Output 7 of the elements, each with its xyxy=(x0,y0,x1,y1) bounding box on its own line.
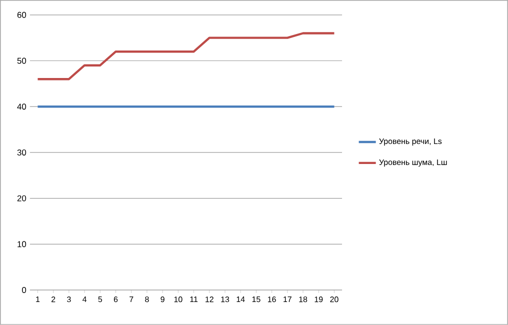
y-tick-label: 20 xyxy=(17,195,26,202)
y-tick-label: 60 xyxy=(17,12,26,18)
y-tick-label: 40 xyxy=(17,104,26,110)
y-tick-label: 0 xyxy=(22,287,26,294)
y-tick-label: 50 xyxy=(17,58,26,64)
y-tick-label: 30 xyxy=(17,150,26,156)
y-tick-label: 10 xyxy=(18,241,26,248)
